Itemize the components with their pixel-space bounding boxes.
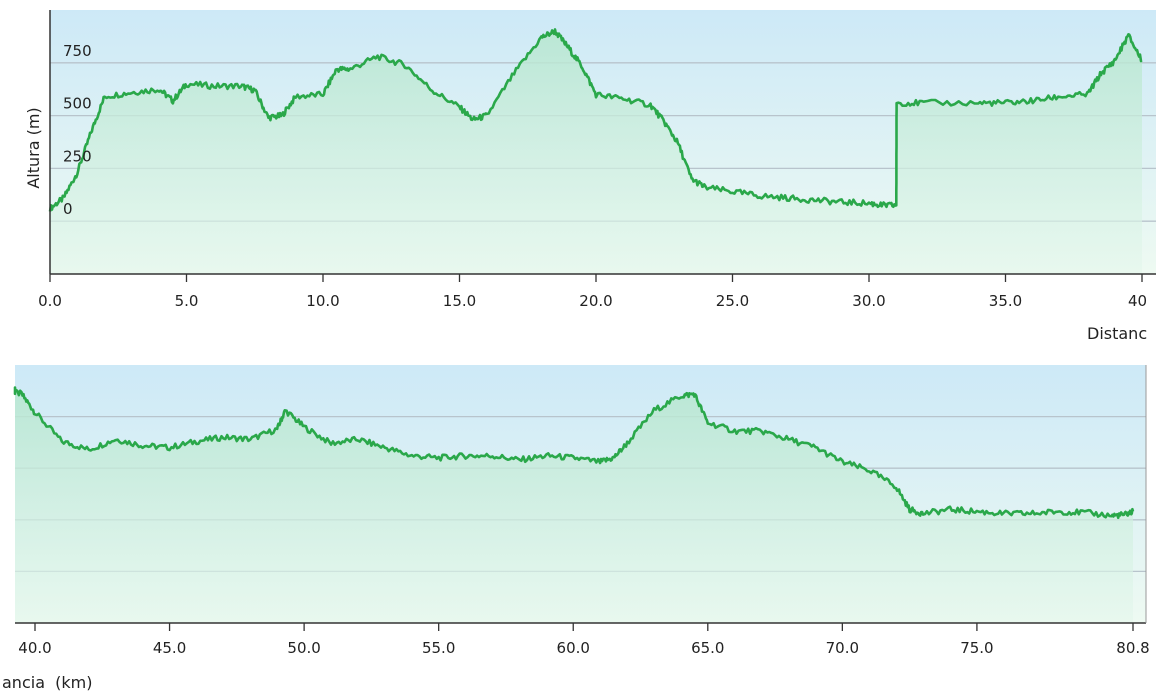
elevation-line-top xyxy=(48,28,1143,212)
chart-top: 0.0 5.0 10.0 15.0 20.0 25.0 30.0 35.0 40 750 500 2… xyxy=(24,10,1156,343)
x-tick-label: 60.0 xyxy=(557,639,590,657)
y-axis-title: Altura (m) xyxy=(24,107,43,188)
y-tick-label: 750 xyxy=(63,42,92,60)
y-tick-label: 500 xyxy=(63,95,92,113)
x-tick-label: 40.0 xyxy=(18,639,51,657)
x-tick-label: 0.0 xyxy=(38,292,62,310)
elevation-area-top xyxy=(50,29,1142,275)
x-tick-label: 15.0 xyxy=(443,292,476,310)
x-tick-label: 40 xyxy=(1128,292,1147,310)
x-tick-label: 55.0 xyxy=(422,639,455,657)
elevation-area-bottom xyxy=(15,387,1133,623)
x-tick-label: 35.0 xyxy=(989,292,1022,310)
x-tick-label: 50.0 xyxy=(287,639,320,657)
x-axis-title-bottom: ancia (km) xyxy=(2,673,93,692)
x-tick-label: 70.0 xyxy=(826,639,859,657)
x-ticks-bottom: 40.0 45.0 50.0 55.0 60.0 65.0 70.0 75.0 80.8 xyxy=(18,623,1150,657)
y-tick-label: 0 xyxy=(63,200,73,218)
x-tick-label: 45.0 xyxy=(153,639,186,657)
x-tick-label: 75.0 xyxy=(960,639,993,657)
x-axis-title-top: Distanc xyxy=(1087,324,1147,343)
y-ticks-top: 750 500 250 0 xyxy=(63,42,92,218)
y-tick-label: 250 xyxy=(63,147,92,165)
x-tick-label: 20.0 xyxy=(579,292,612,310)
x-tick-label: 5.0 xyxy=(175,292,199,310)
x-tick-label: 25.0 xyxy=(716,292,749,310)
x-tick-label: 80.8 xyxy=(1116,639,1149,657)
elevation-line-bottom xyxy=(13,386,1135,520)
x-tick-label: 30.0 xyxy=(852,292,885,310)
x-ticks-top: 0.0 5.0 10.0 15.0 20.0 25.0 30.0 35.0 40 xyxy=(38,274,1147,310)
x-tick-label: 10.0 xyxy=(306,292,339,310)
x-tick-label: 65.0 xyxy=(691,639,724,657)
chart-bottom: 40.0 45.0 50.0 55.0 60.0 65.0 70.0 75.0 80.8 anc… xyxy=(2,365,1150,692)
